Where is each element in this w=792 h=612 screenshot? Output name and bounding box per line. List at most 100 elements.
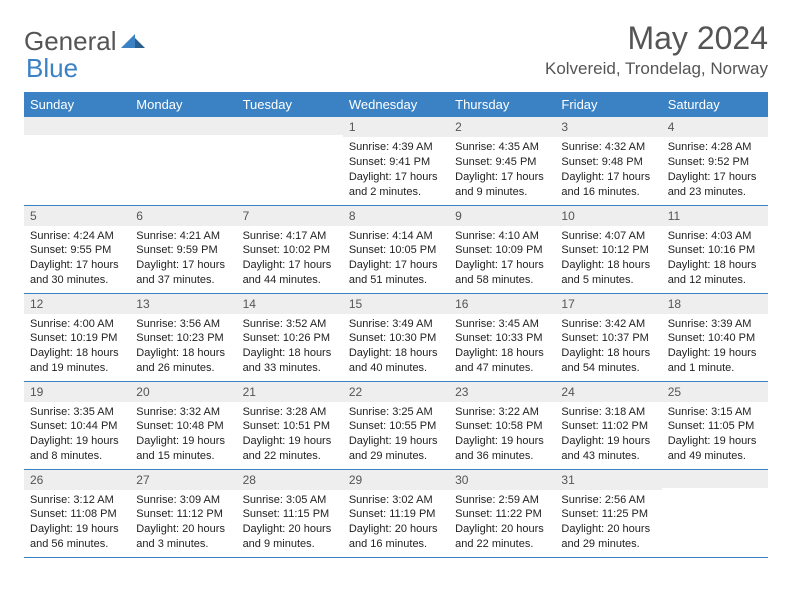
day-details: Sunrise: 4:24 AMSunset: 9:55 PMDaylight:… — [24, 226, 130, 292]
day-details: Sunrise: 4:10 AMSunset: 10:09 PMDaylight… — [449, 226, 555, 292]
day-number: 3 — [555, 117, 661, 137]
weekday-header: Saturday — [662, 92, 768, 117]
calendar-week-row: 5Sunrise: 4:24 AMSunset: 9:55 PMDaylight… — [24, 205, 768, 293]
day-details: Sunrise: 4:00 AMSunset: 10:19 PMDaylight… — [24, 314, 130, 380]
day-details: Sunrise: 3:22 AMSunset: 10:58 PMDaylight… — [449, 402, 555, 468]
day-number: 30 — [449, 470, 555, 490]
day-number: 2 — [449, 117, 555, 137]
day-number: 12 — [24, 294, 130, 314]
location-label: Kolvereid, Trondelag, Norway — [545, 59, 768, 79]
calendar-day-cell: 10Sunrise: 4:07 AMSunset: 10:12 PMDaylig… — [555, 205, 661, 293]
day-number — [24, 117, 130, 135]
day-number: 21 — [237, 382, 343, 402]
day-details: Sunrise: 4:07 AMSunset: 10:12 PMDaylight… — [555, 226, 661, 292]
day-details: Sunrise: 3:39 AMSunset: 10:40 PMDaylight… — [662, 314, 768, 380]
day-number: 31 — [555, 470, 661, 490]
calendar-day-cell: 12Sunrise: 4:00 AMSunset: 10:19 PMDaylig… — [24, 293, 130, 381]
calendar-day-cell: 5Sunrise: 4:24 AMSunset: 9:55 PMDaylight… — [24, 205, 130, 293]
calendar-day-cell: 13Sunrise: 3:56 AMSunset: 10:23 PMDaylig… — [130, 293, 236, 381]
day-number: 5 — [24, 206, 130, 226]
weekday-header: Friday — [555, 92, 661, 117]
day-number — [662, 470, 768, 488]
day-details: Sunrise: 3:35 AMSunset: 10:44 PMDaylight… — [24, 402, 130, 468]
calendar-day-cell: 15Sunrise: 3:49 AMSunset: 10:30 PMDaylig… — [343, 293, 449, 381]
calendar-day-cell: 17Sunrise: 3:42 AMSunset: 10:37 PMDaylig… — [555, 293, 661, 381]
day-number: 7 — [237, 206, 343, 226]
calendar-day-cell: 6Sunrise: 4:21 AMSunset: 9:59 PMDaylight… — [130, 205, 236, 293]
day-details: Sunrise: 3:05 AMSunset: 11:15 PMDaylight… — [237, 490, 343, 556]
day-details: Sunrise: 3:18 AMSunset: 11:02 PMDaylight… — [555, 402, 661, 468]
calendar-day-cell: 3Sunrise: 4:32 AMSunset: 9:48 PMDaylight… — [555, 117, 661, 205]
day-number: 20 — [130, 382, 236, 402]
brand-logo: General — [24, 20, 151, 57]
calendar-day-cell: 27Sunrise: 3:09 AMSunset: 11:12 PMDaylig… — [130, 469, 236, 557]
day-number: 22 — [343, 382, 449, 402]
day-details: Sunrise: 3:56 AMSunset: 10:23 PMDaylight… — [130, 314, 236, 380]
calendar-day-cell: 30Sunrise: 2:59 AMSunset: 11:22 PMDaylig… — [449, 469, 555, 557]
weekday-header: Monday — [130, 92, 236, 117]
brand-triangle-icon — [121, 26, 147, 57]
day-details: Sunrise: 4:28 AMSunset: 9:52 PMDaylight:… — [662, 137, 768, 203]
calendar-day-cell: 18Sunrise: 3:39 AMSunset: 10:40 PMDaylig… — [662, 293, 768, 381]
calendar-day-cell: 29Sunrise: 3:02 AMSunset: 11:19 PMDaylig… — [343, 469, 449, 557]
day-details: Sunrise: 3:49 AMSunset: 10:30 PMDaylight… — [343, 314, 449, 380]
day-details: Sunrise: 4:14 AMSunset: 10:05 PMDaylight… — [343, 226, 449, 292]
day-number: 27 — [130, 470, 236, 490]
calendar-day-cell — [130, 117, 236, 205]
calendar-day-cell: 8Sunrise: 4:14 AMSunset: 10:05 PMDayligh… — [343, 205, 449, 293]
day-details: Sunrise: 3:15 AMSunset: 11:05 PMDaylight… — [662, 402, 768, 468]
title-block: May 2024 Kolvereid, Trondelag, Norway — [545, 20, 768, 79]
day-details: Sunrise: 4:39 AMSunset: 9:41 PMDaylight:… — [343, 137, 449, 203]
day-details: Sunrise: 3:02 AMSunset: 11:19 PMDaylight… — [343, 490, 449, 556]
calendar-week-row: 1Sunrise: 4:39 AMSunset: 9:41 PMDaylight… — [24, 117, 768, 205]
calendar-day-cell: 2Sunrise: 4:35 AMSunset: 9:45 PMDaylight… — [449, 117, 555, 205]
day-number — [237, 117, 343, 135]
calendar-day-cell — [237, 117, 343, 205]
day-details: Sunrise: 4:21 AMSunset: 9:59 PMDaylight:… — [130, 226, 236, 292]
day-details: Sunrise: 3:42 AMSunset: 10:37 PMDaylight… — [555, 314, 661, 380]
calendar-day-cell: 4Sunrise: 4:28 AMSunset: 9:52 PMDaylight… — [662, 117, 768, 205]
day-number: 28 — [237, 470, 343, 490]
calendar-day-cell: 9Sunrise: 4:10 AMSunset: 10:09 PMDayligh… — [449, 205, 555, 293]
calendar-day-cell: 7Sunrise: 4:17 AMSunset: 10:02 PMDayligh… — [237, 205, 343, 293]
day-number: 9 — [449, 206, 555, 226]
weekday-header: Sunday — [24, 92, 130, 117]
day-details: Sunrise: 2:59 AMSunset: 11:22 PMDaylight… — [449, 490, 555, 556]
day-number: 18 — [662, 294, 768, 314]
calendar-day-cell: 24Sunrise: 3:18 AMSunset: 11:02 PMDaylig… — [555, 381, 661, 469]
day-details: Sunrise: 3:32 AMSunset: 10:48 PMDaylight… — [130, 402, 236, 468]
day-details: Sunrise: 4:32 AMSunset: 9:48 PMDaylight:… — [555, 137, 661, 203]
day-number: 11 — [662, 206, 768, 226]
calendar-page: General May 2024 Kolvereid, Trondelag, N… — [0, 0, 792, 578]
weekday-header: Wednesday — [343, 92, 449, 117]
day-details: Sunrise: 3:52 AMSunset: 10:26 PMDaylight… — [237, 314, 343, 380]
weekday-header: Tuesday — [237, 92, 343, 117]
month-title: May 2024 — [545, 20, 768, 57]
calendar-day-cell: 23Sunrise: 3:22 AMSunset: 10:58 PMDaylig… — [449, 381, 555, 469]
day-number: 10 — [555, 206, 661, 226]
calendar-day-cell — [662, 469, 768, 557]
day-details: Sunrise: 4:35 AMSunset: 9:45 PMDaylight:… — [449, 137, 555, 203]
day-details: Sunrise: 3:12 AMSunset: 11:08 PMDaylight… — [24, 490, 130, 556]
day-details: Sunrise: 4:03 AMSunset: 10:16 PMDaylight… — [662, 226, 768, 292]
day-details: Sunrise: 4:17 AMSunset: 10:02 PMDaylight… — [237, 226, 343, 292]
day-number: 15 — [343, 294, 449, 314]
calendar-day-cell: 1Sunrise: 4:39 AMSunset: 9:41 PMDaylight… — [343, 117, 449, 205]
day-number: 19 — [24, 382, 130, 402]
day-details: Sunrise: 2:56 AMSunset: 11:25 PMDaylight… — [555, 490, 661, 556]
calendar-day-cell: 25Sunrise: 3:15 AMSunset: 11:05 PMDaylig… — [662, 381, 768, 469]
day-number: 14 — [237, 294, 343, 314]
calendar-day-cell: 21Sunrise: 3:28 AMSunset: 10:51 PMDaylig… — [237, 381, 343, 469]
calendar-day-cell: 31Sunrise: 2:56 AMSunset: 11:25 PMDaylig… — [555, 469, 661, 557]
calendar-day-cell — [24, 117, 130, 205]
day-details: Sunrise: 3:09 AMSunset: 11:12 PMDaylight… — [130, 490, 236, 556]
calendar-day-cell: 14Sunrise: 3:52 AMSunset: 10:26 PMDaylig… — [237, 293, 343, 381]
day-details: Sunrise: 3:45 AMSunset: 10:33 PMDaylight… — [449, 314, 555, 380]
calendar-body: 1Sunrise: 4:39 AMSunset: 9:41 PMDaylight… — [24, 117, 768, 557]
day-number: 23 — [449, 382, 555, 402]
day-number — [130, 117, 236, 135]
calendar-day-cell: 19Sunrise: 3:35 AMSunset: 10:44 PMDaylig… — [24, 381, 130, 469]
calendar-day-cell: 16Sunrise: 3:45 AMSunset: 10:33 PMDaylig… — [449, 293, 555, 381]
calendar-day-cell: 28Sunrise: 3:05 AMSunset: 11:15 PMDaylig… — [237, 469, 343, 557]
day-number: 1 — [343, 117, 449, 137]
